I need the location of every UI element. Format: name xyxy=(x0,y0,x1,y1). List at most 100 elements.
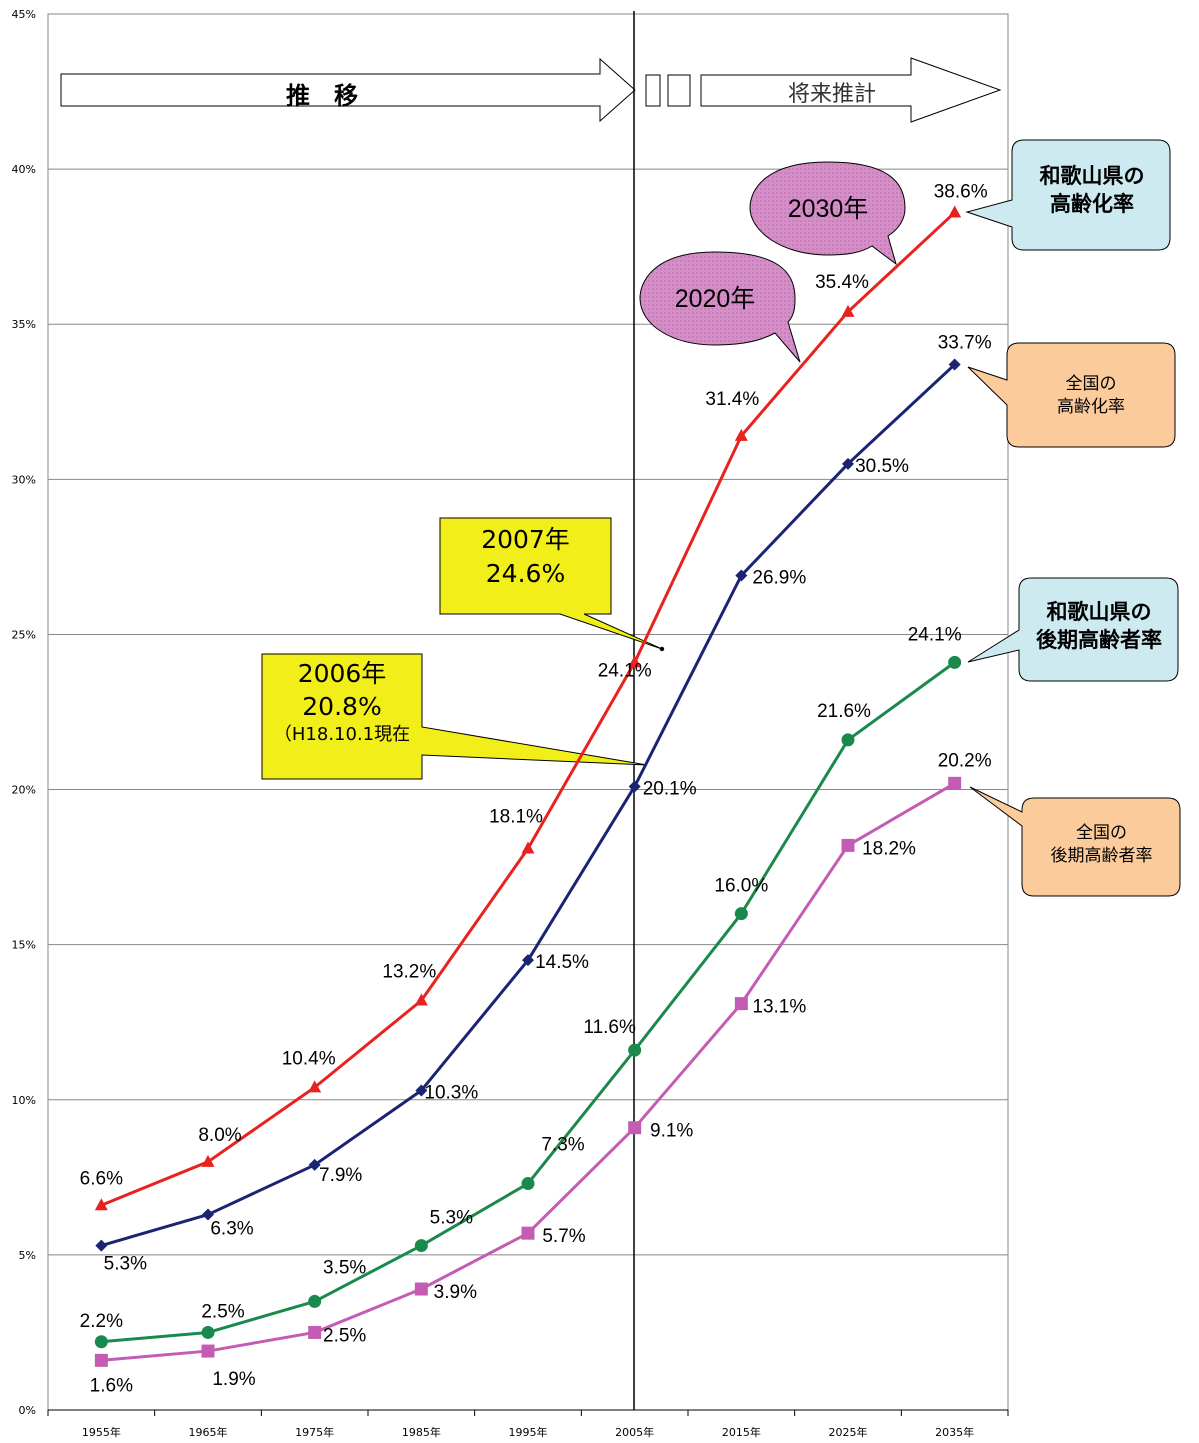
data-value-label: 1.6% xyxy=(90,1375,133,1396)
data-value-label: 2.5% xyxy=(323,1325,366,1346)
data-point-marker xyxy=(948,655,962,669)
data-point-marker xyxy=(841,733,855,747)
y-tick-label: 15% xyxy=(12,939,36,952)
data-point-marker xyxy=(521,841,535,854)
data-value-label: 21.6% xyxy=(817,701,871,722)
data-point-marker xyxy=(628,655,642,668)
callout-2006-year: 2006年 xyxy=(297,659,387,688)
data-point-marker xyxy=(734,907,748,921)
callout-wakayama-late xyxy=(967,577,1179,682)
bubble-2020-label: 2020年 xyxy=(675,285,756,313)
data-point-marker xyxy=(948,776,962,790)
data-value-label: 24.1% xyxy=(598,660,652,681)
x-tick-label: 2025年 xyxy=(829,1425,868,1439)
data-point-marker xyxy=(948,358,961,371)
callout-national-late-line2: 後期高齢者率 xyxy=(1050,845,1153,866)
data-value-label: 14.5% xyxy=(535,952,589,973)
data-value-label: 31.4% xyxy=(705,389,759,410)
data-point-marker xyxy=(414,1282,428,1296)
data-point-marker xyxy=(841,838,855,852)
data-point-marker xyxy=(308,1158,321,1171)
data-value-label: 5.3% xyxy=(104,1254,147,1275)
data-point-marker xyxy=(628,780,641,793)
y-tick-label: 20% xyxy=(12,784,36,797)
callout-2006-note: （H18.10.1現在 xyxy=(273,724,411,745)
data-value-label: 20.1% xyxy=(643,778,697,799)
data-labels: 6.6% 8.0% 10.4% 13.2% 18.1% 24.1% 31.4% 35.4% 38… xyxy=(80,182,992,1397)
data-value-label: 9.1% xyxy=(650,1121,693,1142)
callout-2006 xyxy=(261,653,648,780)
series-line xyxy=(101,661,956,1344)
callout-national-late-line1: 全国の xyxy=(1076,823,1127,843)
data-value-label: 18.1% xyxy=(489,806,543,827)
data-value-label: 8.0% xyxy=(198,1125,241,1146)
data-value-label: 1.9% xyxy=(212,1369,255,1390)
callout-wakayama-late-line1: 和歌山県の xyxy=(1046,600,1152,624)
data-point-marker xyxy=(201,1325,215,1339)
callout-wakayama-aging-text: 和歌山県の 高齢化率 xyxy=(1014,162,1170,219)
data-point-marker xyxy=(414,993,428,1006)
data-point-marker xyxy=(415,1084,428,1097)
data-value-label: 26.9% xyxy=(752,568,806,589)
series-group xyxy=(94,205,962,1367)
x-tick-label: 1985年 xyxy=(402,1425,441,1439)
data-value-label: 13.1% xyxy=(752,997,806,1018)
series-line xyxy=(101,782,956,1362)
data-point-marker xyxy=(201,1344,215,1358)
gap-box-1 xyxy=(645,74,661,107)
past-trend-arrow: 推 移 xyxy=(60,57,636,123)
callout-2007-text: 2007年 24.6% xyxy=(440,523,611,591)
future-estimate-arrow: 将来推計 xyxy=(700,57,1002,123)
data-point-marker xyxy=(628,1121,642,1135)
data-value-label: 16.0% xyxy=(714,876,768,897)
bubble-2030: 2030年 xyxy=(749,161,906,266)
data-point-marker xyxy=(842,457,854,470)
data-point-marker xyxy=(522,954,534,967)
data-point-marker xyxy=(94,1335,108,1349)
data-value-label: 24.1% xyxy=(908,624,962,645)
data-value-label: 13.2% xyxy=(382,962,436,983)
x-tick-label: 1965年 xyxy=(189,1425,228,1439)
data-point-marker xyxy=(734,428,748,441)
data-value-label: 2.5% xyxy=(201,1301,244,1322)
callout-wakayama-aging xyxy=(965,139,1171,251)
callout-national-aging-line1: 全国の xyxy=(1065,374,1117,394)
data-value-label: 35.4% xyxy=(815,272,869,293)
y-tick-label: 5% xyxy=(19,1249,36,1262)
callout-2006-value: 20.8% xyxy=(302,691,382,721)
callout-wakayama-aging-line1: 和歌山県の xyxy=(1039,164,1145,188)
data-point-marker xyxy=(628,1043,642,1057)
x-tick-label: 1975年 xyxy=(295,1425,334,1439)
past-trend-label: 推 移 xyxy=(286,82,358,110)
y-tick-label: 45% xyxy=(12,8,36,21)
callout-national-aging xyxy=(967,342,1176,448)
data-point-marker xyxy=(95,1239,108,1252)
y-tick-label: 25% xyxy=(12,628,36,641)
data-point-marker xyxy=(94,1198,108,1211)
callout-national-late xyxy=(969,786,1181,897)
data-point-marker xyxy=(734,997,748,1011)
data-point-marker xyxy=(308,1325,322,1339)
data-value-label: 2.2% xyxy=(80,1311,123,1332)
data-value-label: 11.6% xyxy=(583,1017,636,1038)
axes: 0% 5% 10% 15% 20% 25% 30% 35% 40% 45% 1955年 1965年 19… xyxy=(12,8,1009,1439)
callout-2007 xyxy=(439,517,665,652)
data-value-label: 5.7% xyxy=(542,1226,585,1247)
x-tick-label: 1955年 xyxy=(82,1425,121,1439)
data-point-marker xyxy=(308,1080,322,1093)
data-point-marker xyxy=(414,1239,428,1253)
y-tick-label: 30% xyxy=(12,473,36,486)
callout-wakayama-late-text: 和歌山県の 後期高齢者率 xyxy=(1020,598,1178,655)
callout-national-late-text: 全国の 後期高齢者率 xyxy=(1023,822,1180,868)
data-point-marker xyxy=(521,1177,535,1191)
callout-2007-year: 2007年 xyxy=(481,525,570,554)
data-point-marker xyxy=(735,569,748,582)
data-point-marker xyxy=(521,1226,535,1240)
y-tick-label: 35% xyxy=(12,318,36,331)
data-value-label: 33.7% xyxy=(938,333,992,354)
data-value-label: 30.5% xyxy=(855,456,909,477)
x-tick-label: 1995年 xyxy=(509,1425,548,1439)
y-tick-label: 40% xyxy=(12,163,36,176)
data-value-label: 7.3% xyxy=(541,1135,584,1156)
data-value-label: 6.6% xyxy=(80,1168,123,1189)
